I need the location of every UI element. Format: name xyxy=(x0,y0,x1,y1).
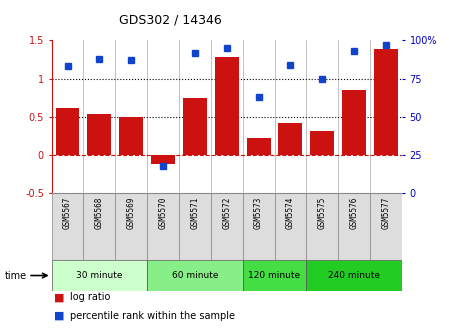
Text: GSM5573: GSM5573 xyxy=(254,197,263,229)
Text: GSM5569: GSM5569 xyxy=(127,197,136,229)
Bar xyxy=(247,138,270,155)
Bar xyxy=(215,57,239,155)
Bar xyxy=(119,117,143,155)
Text: GSM5568: GSM5568 xyxy=(95,197,104,229)
Text: ■: ■ xyxy=(54,292,64,302)
Bar xyxy=(338,193,370,260)
Text: 30 minute: 30 minute xyxy=(76,271,123,280)
Bar xyxy=(52,260,147,291)
Bar xyxy=(84,193,115,260)
Bar xyxy=(306,260,402,291)
Text: percentile rank within the sample: percentile rank within the sample xyxy=(70,311,234,321)
Bar xyxy=(278,123,302,155)
Bar xyxy=(56,108,79,155)
Text: 120 minute: 120 minute xyxy=(248,271,300,280)
Bar xyxy=(151,155,175,164)
Bar xyxy=(342,90,366,155)
Text: 240 minute: 240 minute xyxy=(328,271,380,280)
Bar xyxy=(179,193,211,260)
Text: log ratio: log ratio xyxy=(70,292,110,302)
Text: GDS302 / 14346: GDS302 / 14346 xyxy=(119,14,222,27)
Text: time: time xyxy=(4,270,26,281)
Text: 60 minute: 60 minute xyxy=(172,271,218,280)
Text: GSM5570: GSM5570 xyxy=(158,197,167,229)
Bar xyxy=(306,193,338,260)
Bar xyxy=(115,193,147,260)
Text: GSM5576: GSM5576 xyxy=(350,197,359,229)
Bar xyxy=(310,130,334,155)
Bar xyxy=(242,260,306,291)
Bar xyxy=(147,193,179,260)
Bar xyxy=(147,260,242,291)
Bar xyxy=(370,193,402,260)
Text: ■: ■ xyxy=(54,311,64,321)
Bar xyxy=(211,193,242,260)
Bar xyxy=(242,193,274,260)
Text: GSM5574: GSM5574 xyxy=(286,197,295,229)
Text: GSM5572: GSM5572 xyxy=(222,197,231,229)
Bar xyxy=(88,114,111,155)
Text: GSM5567: GSM5567 xyxy=(63,197,72,229)
Text: GSM5571: GSM5571 xyxy=(190,197,199,229)
Text: GSM5575: GSM5575 xyxy=(318,197,327,229)
Bar xyxy=(183,98,207,155)
Bar xyxy=(274,193,306,260)
Bar xyxy=(52,193,84,260)
Bar xyxy=(374,49,398,155)
Text: GSM5577: GSM5577 xyxy=(382,197,391,229)
